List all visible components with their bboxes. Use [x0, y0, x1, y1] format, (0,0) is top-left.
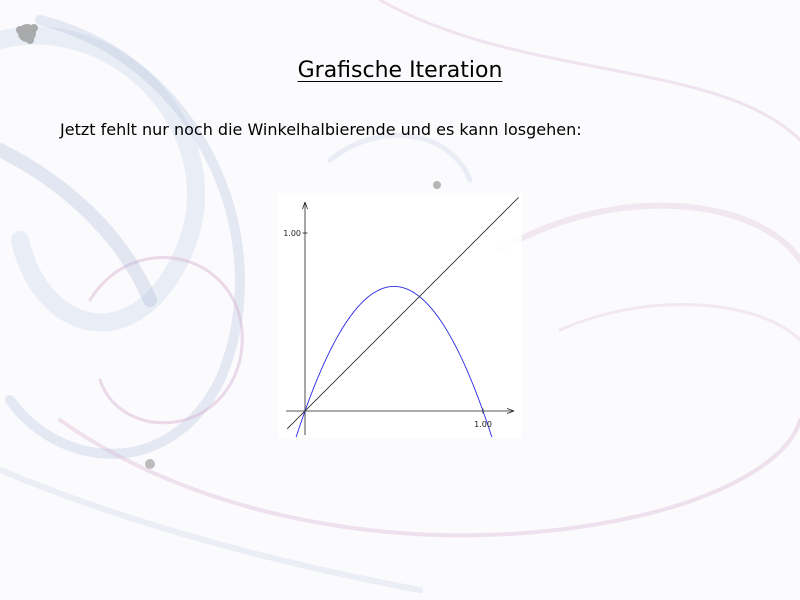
x-tick-label: 1.00: [474, 420, 492, 429]
y-tick-label: 1.00: [283, 229, 301, 238]
function-plot: 1.00 1.00: [283, 197, 519, 438]
slide-text: Jetzt fehlt nur noch die Winkelhalbieren…: [60, 120, 582, 139]
diagonal-line: [286, 197, 519, 430]
fractal-blob-icon: [16, 24, 38, 44]
parabola-curve: [295, 285, 493, 438]
y-axis-arrow: [302, 201, 308, 210]
x-axis-arrow: [506, 408, 515, 414]
plot-panel: 1.00 1.00: [278, 193, 522, 438]
slide-title: Grafische Iteration: [297, 58, 503, 83]
